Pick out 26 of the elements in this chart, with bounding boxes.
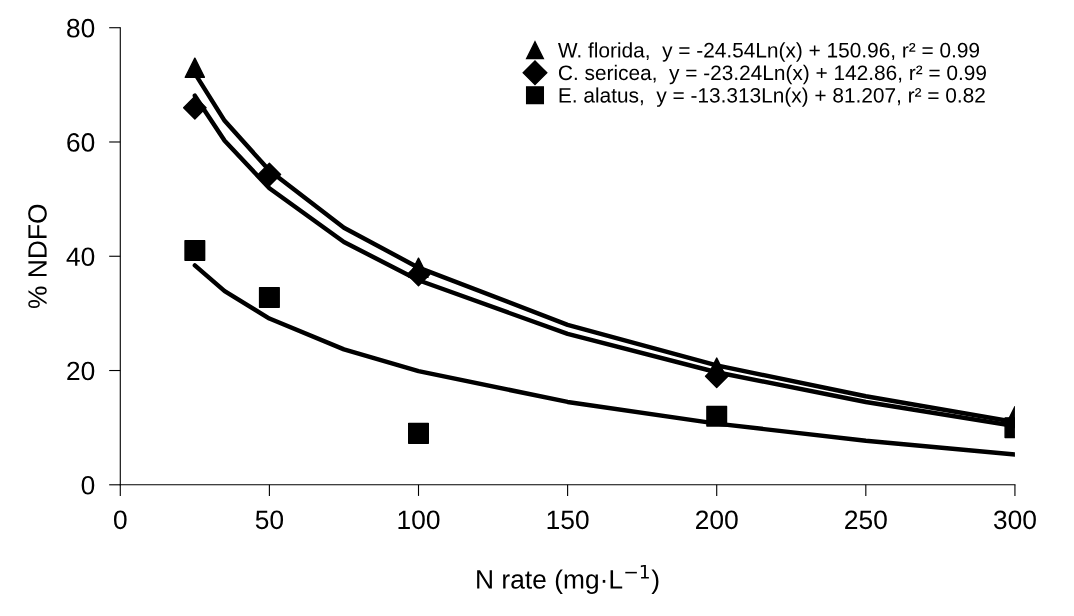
point xyxy=(258,286,280,308)
y-tick-label: 0 xyxy=(81,475,95,495)
point xyxy=(706,405,728,427)
x-tick-label: 200 xyxy=(696,510,738,530)
x-tick-label: 300 xyxy=(993,510,1036,530)
point xyxy=(257,162,282,187)
legend-label: W. florida, y = -24.54Ln(x) + 150.96, r² = 0.99 xyxy=(558,42,980,62)
x-tick-label: 150 xyxy=(547,510,589,530)
x-tick-label: 50 xyxy=(255,510,284,530)
x-tick-label: 100 xyxy=(398,510,440,530)
x-tick-label: 0 xyxy=(113,510,127,530)
legend-label: C. sericea, y = -23.24Ln(x) + 142.86, r² = 0.99 xyxy=(558,64,986,85)
point xyxy=(184,57,206,78)
y-tick-label: 20 xyxy=(67,361,95,381)
y-tick-label: 60 xyxy=(67,133,95,152)
point xyxy=(407,422,430,444)
y-tick-label: 80 xyxy=(67,18,95,38)
legend-label: E. alatus, y = -13.313Ln(x) + 81.207, r² = 0.82 xyxy=(559,87,985,107)
line-series xyxy=(192,263,1015,457)
y-axis-title: % NDFO xyxy=(28,204,47,309)
y-tick-label: 40 xyxy=(66,247,95,267)
x-axis-title: N rate (mg·L$^{−1}$) xyxy=(477,564,659,594)
x-tick-label: 250 xyxy=(845,510,887,530)
point xyxy=(184,240,206,262)
point xyxy=(182,95,207,120)
point xyxy=(408,257,429,278)
